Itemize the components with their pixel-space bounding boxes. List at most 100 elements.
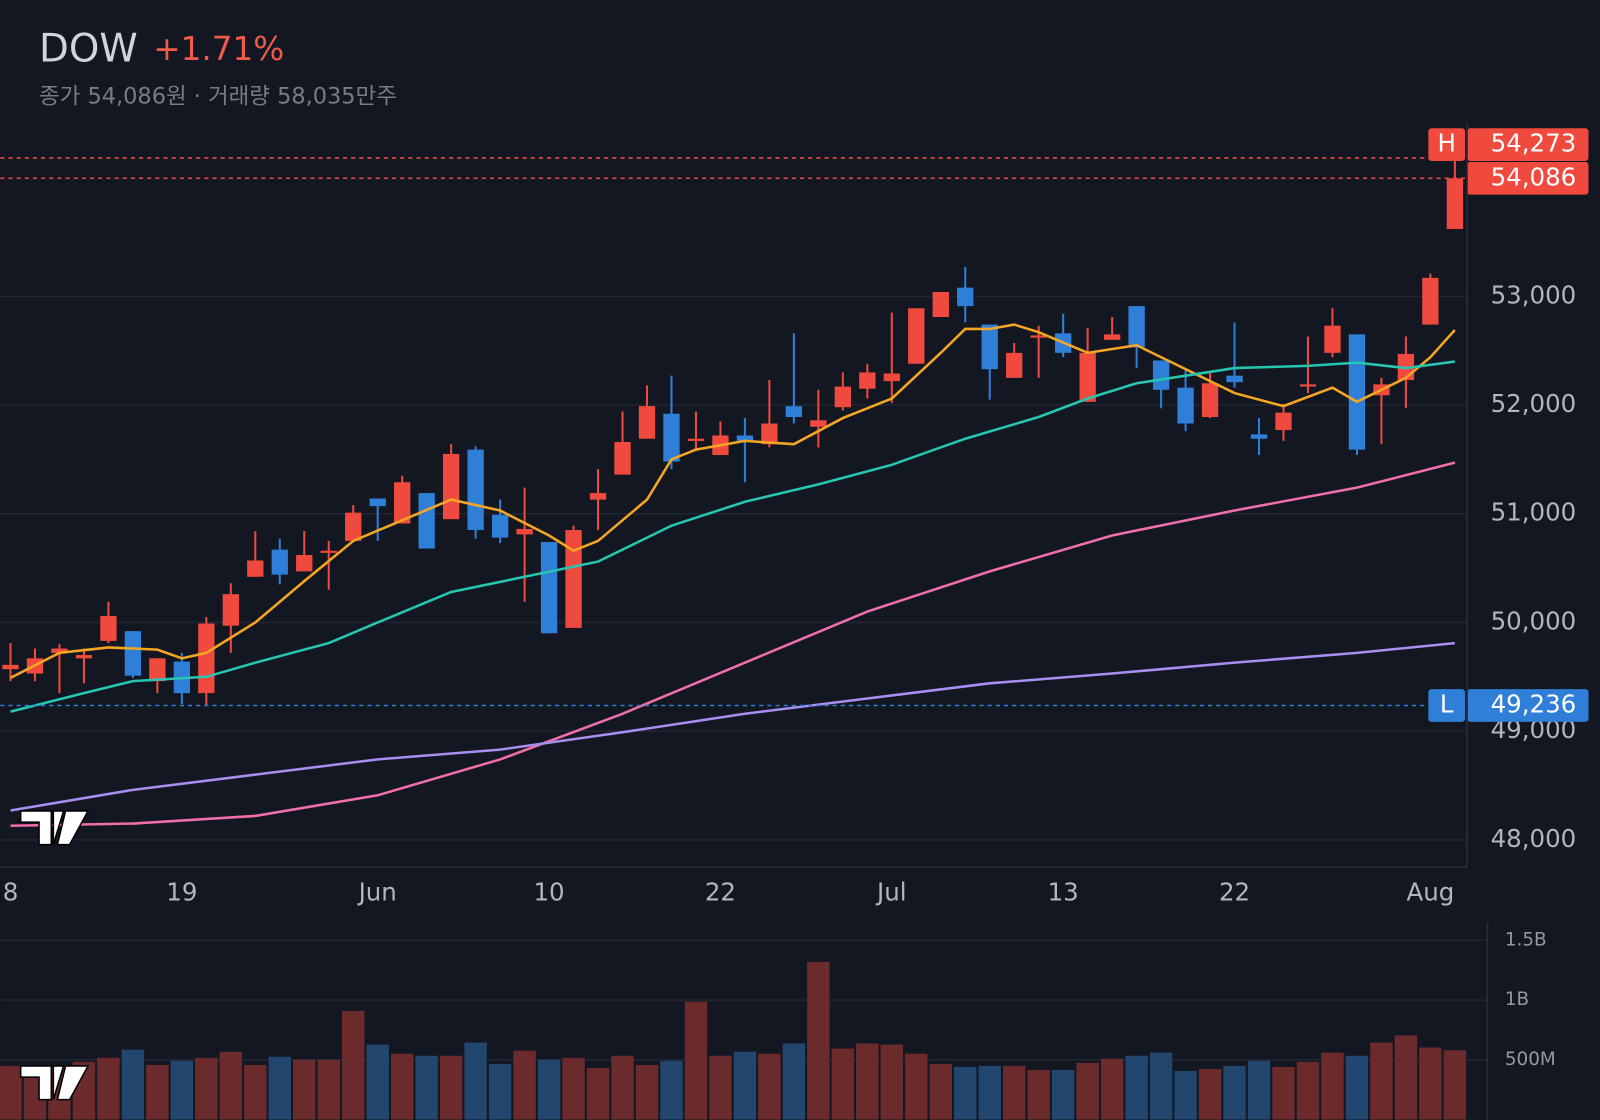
candle-body [1324, 325, 1341, 353]
volume-tick-label: 1.5B [1505, 929, 1547, 950]
price-tag-letter-box [1428, 128, 1466, 161]
volume-bar [170, 1060, 194, 1120]
candle-body [687, 438, 705, 441]
x-tick-label: 22 [1219, 878, 1250, 907]
price-tag-box [1467, 128, 1589, 161]
symbol: DOW [39, 27, 138, 72]
volume-bar [709, 1055, 732, 1120]
candle-body [1422, 277, 1439, 325]
x-tick-label: 19 [166, 878, 197, 907]
x-tick-label: Jul [875, 878, 907, 907]
y-tick-label: 48,000 [1491, 824, 1577, 853]
volume-bar [1370, 1042, 1393, 1120]
volume-bar [1198, 1068, 1222, 1120]
volume-bar [317, 1059, 340, 1120]
x-tick-label: Jun [357, 878, 397, 907]
volume-bar [488, 1063, 512, 1120]
candle-body [908, 308, 925, 364]
volume-bar [1076, 1062, 1099, 1120]
volume-bar [807, 961, 830, 1120]
candle-body [75, 655, 93, 659]
moving-average-line [10, 641, 1455, 812]
y-tick-label: 51,000 [1491, 498, 1577, 527]
candle-body [1299, 384, 1317, 387]
volume-bar [121, 1049, 145, 1120]
volume-bar [562, 1057, 585, 1120]
subtitle: 종가 54,086원 · 거래량 58,035만주 [39, 83, 397, 109]
logo-mark [19, 1065, 90, 1101]
candle-body [981, 324, 998, 370]
volume-bar [537, 1059, 561, 1120]
volume-bar [733, 1051, 757, 1120]
volume-bar [244, 1064, 267, 1120]
candle-body [932, 291, 949, 317]
volume-bar [586, 1067, 610, 1120]
candle-body [442, 453, 460, 520]
candle-body [565, 530, 582, 628]
candle-body [1348, 334, 1366, 450]
candle-body [394, 482, 411, 524]
candle-body [296, 555, 313, 572]
x-tick-label: 22 [705, 878, 736, 907]
candle-body [1128, 306, 1145, 348]
price-tag-letter: L [1440, 689, 1454, 718]
moving-average-line [10, 461, 1456, 827]
candle-body [222, 594, 239, 626]
candle-body [1079, 352, 1096, 402]
candle-body [1275, 412, 1292, 431]
candle-body [369, 498, 386, 507]
candle-body [1446, 178, 1464, 229]
volume-bar [439, 1055, 463, 1120]
candle-body [785, 406, 803, 417]
candle-body [614, 441, 631, 475]
volume-bar [929, 1063, 952, 1120]
price-tag-letter-box [1428, 689, 1466, 722]
volume-bar [366, 1044, 389, 1120]
candle-body [516, 528, 533, 535]
candle-body [1177, 387, 1194, 424]
volume-bar [782, 1043, 806, 1120]
candle-body [1103, 334, 1121, 340]
volume-tick-label: 500M [1505, 1049, 1556, 1070]
logo-mark [19, 810, 90, 846]
volume-bar [195, 1057, 218, 1120]
candle-body [247, 560, 264, 577]
y-tick-label: 53,000 [1491, 280, 1577, 309]
candle-body [418, 493, 435, 549]
volume-bar [513, 1050, 536, 1120]
volume-bar [856, 1043, 879, 1120]
candle-body [859, 372, 876, 389]
candle-body [810, 420, 827, 427]
candle-body [491, 514, 509, 538]
y-tick-label: 52,000 [1491, 389, 1577, 418]
volume-bar [1174, 1071, 1197, 1120]
candle-body [638, 406, 656, 439]
volume-bar [293, 1059, 316, 1120]
candle-body [1152, 360, 1170, 390]
volume-bar [1223, 1065, 1246, 1120]
volume-bar [1149, 1052, 1173, 1120]
volume-bar [660, 1060, 683, 1120]
volume-bar [954, 1066, 977, 1120]
x-tick-label: 8 [3, 878, 19, 907]
volume-bar [684, 1001, 708, 1120]
volume-bar [1272, 1066, 1295, 1120]
price-tag-box [1467, 689, 1589, 722]
candle-body [1226, 375, 1243, 383]
volume-tick-label: 1B [1505, 989, 1529, 1010]
volume-bar [1125, 1055, 1148, 1120]
volume-bar [758, 1053, 781, 1120]
candle-body [198, 623, 215, 694]
volume-bar [1345, 1055, 1369, 1120]
price-tag-label: 54,086 [1491, 162, 1577, 191]
candle-body [1250, 434, 1268, 439]
candle-body [834, 386, 852, 408]
candle-body [1201, 383, 1219, 417]
candle-body [467, 449, 484, 531]
volume-bar [635, 1064, 659, 1120]
volume-bar [390, 1053, 414, 1120]
candle-body [540, 542, 558, 634]
volume-bar [1443, 1050, 1467, 1120]
